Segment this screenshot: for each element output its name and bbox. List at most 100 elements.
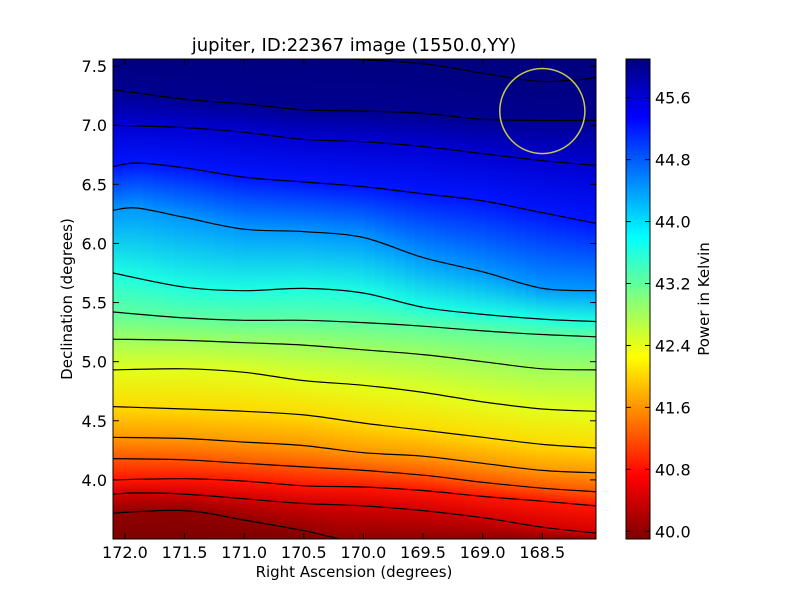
heatmap-column [233,59,245,539]
colorbar-tick-label: 43.2 [655,275,691,294]
heatmap-column [304,59,315,539]
heatmap-column [334,59,346,539]
x-axis: 172.0 171.5 171.0 170.5 170.0 169.5 169.0 168.5 [102,59,565,562]
heatmap-column [565,59,577,539]
heatmap-column [505,59,517,539]
heatmap-column [294,59,305,539]
heatmap-column [424,59,436,539]
heatmap-column [163,59,174,539]
y-tick-label: 4.5 [82,412,107,431]
contour-line [113,207,596,292]
heatmap-column [253,59,265,539]
heatmap-column [575,59,587,539]
contour-line [113,338,596,371]
colorbar-tick-label: 44.0 [655,213,691,232]
x-axis-label: Right Ascension (degrees) [256,563,453,581]
beam-circle [499,67,586,155]
contour-line [113,272,596,323]
y-tick-label: 7.5 [82,57,107,76]
contour-line [113,478,596,507]
heatmap-column [354,59,366,539]
heatmap-column [213,59,225,539]
x-tick-label: 169.5 [400,543,446,562]
heatmap-column [435,59,446,539]
contour-line [113,311,596,338]
x-tick-label: 169.0 [460,543,506,562]
heatmap-field [113,59,596,539]
plot-frame [112,58,597,540]
y-tick-label: 5.5 [82,294,107,313]
y-tick-label: 7.0 [82,116,107,135]
x-tick-label: 171.5 [162,543,208,562]
contour-line [113,162,596,224]
heatmap-column [545,59,557,539]
heatmap-column [535,59,547,539]
colorbar-gradient [625,58,651,540]
colorbar: 40.0 40.8 41.6 42.4 43.2 44.0 44.8 45.6 Power i… [625,58,713,541]
contour-line [113,124,596,166]
colorbar-tick-label: 40.8 [655,460,691,479]
heatmap-column [475,59,486,539]
heatmap-column [495,59,507,539]
y-tick-label: 5.0 [82,353,107,372]
x-tick-label: 168.5 [519,543,565,562]
heatmap-column [465,59,476,539]
heatmap-column [555,59,567,539]
heatmap-column [414,59,426,539]
colorbar-tick-label: 45.6 [655,89,691,108]
heatmap-column [183,59,195,539]
heatmap-column [193,59,205,539]
contour-layer [113,59,596,539]
heatmap-column [113,59,124,539]
heatmap-column [263,59,275,539]
heatmap-column [344,59,356,539]
colorbar-tick-label: 41.6 [655,398,691,417]
heatmap-column [525,59,537,539]
heatmap-column [223,59,235,539]
heatmap-column [394,59,406,539]
heatmap-column [274,59,285,539]
heatmap-column [515,59,527,539]
colorbar-ticks: 40.0 40.8 41.6 42.4 43.2 44.0 44.8 45.6 [626,89,691,541]
heatmap-column [374,59,386,539]
contour-line [113,89,596,122]
heatmap-area [112,58,597,540]
y-tick-label: 6.0 [82,234,107,253]
x-tick-label: 170.0 [341,543,387,562]
heatmap-column [284,59,295,539]
x-tick-label: 172.0 [102,543,148,562]
colorbar-tick-label: 42.4 [655,336,691,355]
contour-line [351,59,596,83]
heatmap-column [153,59,164,539]
heatmap-column [585,59,596,539]
contour-line [113,509,340,539]
heatmap-column [485,59,496,539]
heatmap-column [243,59,255,539]
heatmap-column [404,59,416,539]
heatmap-column [455,59,466,539]
y-tick-label: 4.0 [82,471,107,490]
heatmap-column [203,59,215,539]
y-axis: 4.0 4.5 5.0 5.5 6.0 6.5 7.0 7.5 [82,57,596,490]
heatmap-column [445,59,456,539]
heatmap-column [143,59,154,539]
colorbar-tick-label: 40.0 [655,522,691,541]
contour-line [113,406,596,449]
contour-line [113,458,596,493]
heatmap-column [314,59,325,539]
contour-line [113,436,596,474]
y-axis-label: Declination (degrees) [58,218,76,380]
colorbar-label: Power in Kelvin [695,242,713,356]
colorbar-tick-label: 44.8 [655,151,691,170]
heatmap-column [123,59,134,539]
heatmap-column [364,59,376,539]
y-tick-label: 6.5 [82,175,107,194]
x-tick-label: 170.5 [281,543,327,562]
heatmap-column [133,59,144,539]
heatmap-column [173,59,185,539]
contour-line [113,368,596,412]
heatmap-column [324,59,335,539]
chart-title: jupiter, ID:22367 image (1550.0,YY) [191,35,517,56]
contour-line [113,492,596,534]
